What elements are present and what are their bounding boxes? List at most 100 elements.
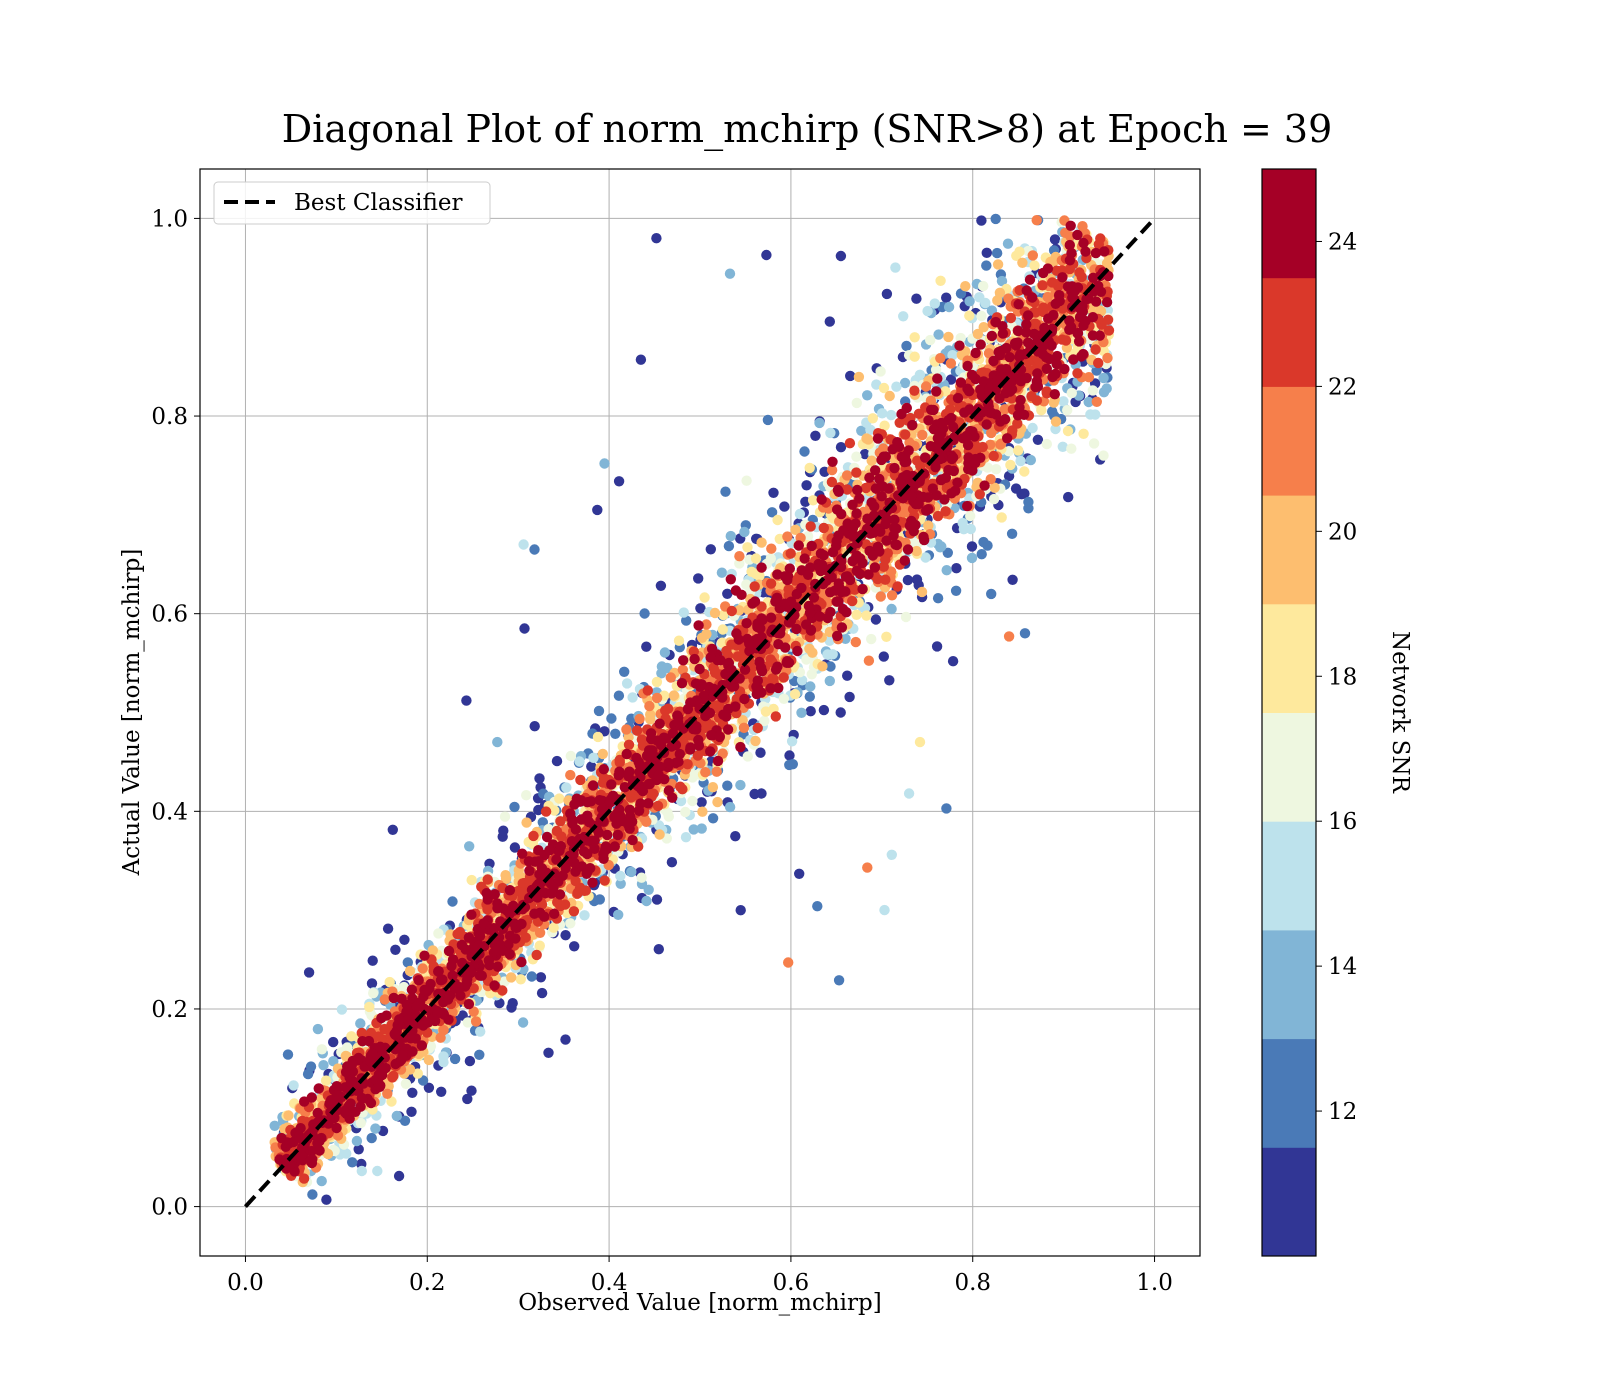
scatter-point: [659, 647, 671, 658]
scatter-point: [506, 972, 517, 983]
scatter-point: [950, 585, 962, 596]
scatter-point: [903, 788, 915, 799]
scatter-point: [322, 1148, 334, 1160]
scatter-point: [1098, 450, 1109, 461]
scatter-point: [529, 721, 540, 732]
scatter-point: [1062, 405, 1073, 416]
scatter-point: [565, 918, 576, 929]
scatter-point: [370, 1123, 381, 1134]
scatter-point: [761, 249, 772, 261]
scatter-point: [599, 458, 610, 469]
scatter-point: [475, 1026, 486, 1037]
scatter-point: [517, 1017, 529, 1028]
scatter-point: [717, 637, 728, 648]
scatter-point: [765, 578, 777, 589]
scatter-point: [716, 567, 728, 578]
scatter-point: [677, 664, 688, 675]
scatter-point: [699, 592, 710, 603]
scatter-point: [569, 941, 580, 952]
scatter-point: [870, 614, 882, 625]
scatter-point: [341, 1148, 352, 1159]
scatter-point: [518, 539, 529, 550]
scatter-point: [701, 628, 712, 640]
scatter-point: [353, 1144, 364, 1155]
scatter-point: [619, 666, 630, 677]
scatter-point: [399, 934, 410, 945]
scatter-point: [722, 780, 733, 791]
scatter-point: [965, 510, 976, 522]
scatter-point: [367, 955, 378, 966]
scatter-point: [1027, 422, 1038, 434]
scatter-point: [875, 591, 886, 602]
scatter-point: [651, 894, 663, 905]
scatter-point: [890, 262, 901, 273]
scatter-point: [911, 545, 922, 557]
scatter-point: [867, 413, 878, 424]
scatter-point: [509, 842, 521, 853]
scatter-point: [613, 476, 625, 487]
scatter-point: [346, 1031, 357, 1042]
scatter-point: [941, 565, 952, 576]
scatter-point: [355, 1117, 366, 1129]
scatter-point: [824, 635, 835, 646]
scatter-point: [536, 987, 548, 999]
scatter-point: [1088, 438, 1100, 449]
scatter-point: [356, 1165, 367, 1177]
scatter-point: [801, 480, 812, 491]
scatter-point: [398, 981, 410, 993]
scatter-point: [534, 773, 545, 784]
scatter-point: [312, 1023, 324, 1035]
scatter-point: [1041, 438, 1053, 450]
scatter-point: [750, 735, 761, 747]
scatter-point: [982, 540, 993, 551]
scatter-point: [1090, 409, 1101, 420]
scatter-point: [574, 756, 585, 767]
scatter-point: [826, 464, 838, 476]
scatter-points: [269, 213, 1115, 1205]
scatter-point: [461, 695, 472, 706]
scatter-point: [606, 713, 617, 724]
scatter-point: [366, 1132, 377, 1144]
scatter-point: [1057, 441, 1069, 452]
scatter-point: [782, 531, 793, 542]
scatter-point: [966, 552, 978, 564]
scatter-point: [966, 541, 978, 552]
scatter-point: [859, 448, 871, 460]
scatter-point: [974, 292, 985, 303]
scatter-point: [964, 310, 975, 321]
scatter-point: [386, 1096, 397, 1107]
scatter-point: [665, 672, 676, 683]
scatter-point: [412, 1068, 423, 1079]
scatter-point: [1036, 405, 1047, 416]
scatter-point: [1010, 483, 1022, 494]
scatter-point: [989, 482, 1000, 493]
scatter-point: [336, 1004, 348, 1015]
scatter-point: [735, 905, 746, 916]
scatter-point: [996, 512, 1007, 523]
scatter-point: [707, 782, 719, 793]
scatter-point: [976, 310, 987, 322]
scatter-point: [909, 351, 920, 362]
scatter-point: [641, 895, 652, 907]
scatter-point: [368, 988, 379, 999]
scatter-point: [615, 878, 626, 889]
scatter-point: [468, 1006, 479, 1017]
scatter-point: [305, 1061, 317, 1072]
scatter-point: [933, 329, 944, 340]
scatter-point: [986, 588, 997, 600]
scatter-point: [917, 429, 928, 441]
scatter-point: [521, 790, 532, 801]
scatter-point: [901, 340, 912, 352]
scatter-point: [492, 736, 503, 748]
scatter-point: [990, 213, 1001, 225]
scatter-point: [805, 681, 816, 692]
scatter-point: [666, 857, 678, 868]
scatter-point: [390, 944, 401, 955]
scatter-point: [1102, 352, 1113, 364]
scatter-point: [766, 543, 777, 554]
scatter-point: [824, 316, 835, 327]
scatter-point: [886, 409, 897, 421]
scatter-point: [789, 689, 801, 700]
scatter-point: [615, 870, 626, 882]
scatter-point: [621, 678, 633, 689]
